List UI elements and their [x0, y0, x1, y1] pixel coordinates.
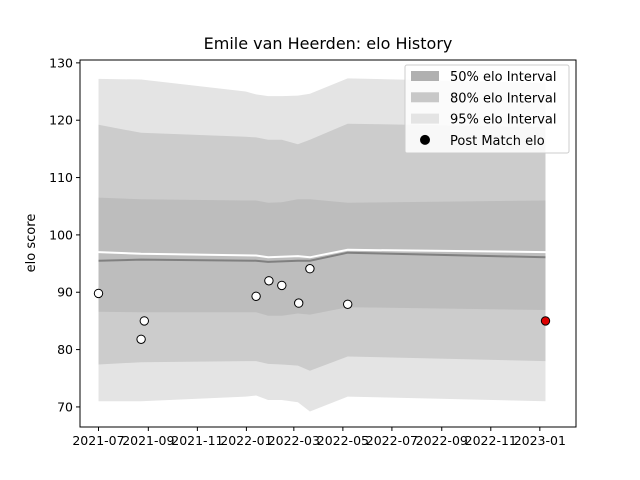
x-tick-label: 2021-07	[72, 433, 124, 448]
y-tick-label: 130	[49, 55, 73, 70]
chart-title: Emile van Heerden: elo History	[204, 34, 453, 53]
x-tick-label: 2022-11	[465, 433, 517, 448]
post-match-point	[251, 291, 261, 301]
post-match-point	[277, 280, 287, 291]
x-tick-label: 2021-09	[122, 433, 174, 448]
post-match-point	[264, 276, 274, 286]
legend-box	[404, 64, 570, 154]
legend-swatch	[411, 71, 439, 81]
legend-label: 50% elo Interval	[450, 70, 557, 85]
x-tick-label: 2022-07	[366, 433, 418, 448]
post-match-point	[139, 316, 150, 326]
x-tick-label: 2022-09	[416, 433, 468, 448]
x-tick-label: 2022-03	[268, 433, 320, 448]
legend-swatch	[411, 92, 439, 103]
axes: 7080901001101201302021-072021-092021-112…	[49, 55, 577, 448]
series-line-0	[98, 248, 546, 259]
plot-area	[93, 78, 551, 412]
x-tick-label: 2023-01	[514, 433, 566, 448]
post-match-point	[540, 316, 551, 326]
legend-marker	[420, 134, 430, 145]
y-tick-label: 120	[49, 113, 73, 128]
legend: 50% elo Interval 80% elo Interval 95% elo …	[404, 64, 570, 154]
legend-label: 95% elo Interval	[450, 113, 557, 128]
y-tick-label: 90	[57, 285, 73, 300]
post-match-point	[343, 299, 353, 309]
x-tick-label: 2022-01	[220, 433, 272, 448]
axes-frame	[79, 59, 577, 428]
y-tick-label: 110	[49, 170, 73, 185]
y-axis-label: elo score	[24, 214, 39, 273]
x-tick-label: 2021-11	[171, 433, 223, 448]
y-tick-label: 100	[49, 227, 73, 242]
legend-swatch	[411, 113, 439, 124]
post-match-point	[136, 334, 146, 344]
band-50	[98, 197, 546, 316]
post-match-point	[305, 264, 315, 274]
legend-label: Post Match elo	[450, 134, 545, 149]
post-match-point	[294, 298, 304, 308]
post-match-point	[93, 288, 104, 299]
series-line-1	[98, 251, 546, 263]
x-tick-label: 2022-05	[317, 433, 369, 448]
y-tick-label: 80	[57, 342, 73, 357]
legend-label: 80% elo Interval	[450, 91, 557, 106]
y-tick-label: 70	[57, 399, 73, 414]
